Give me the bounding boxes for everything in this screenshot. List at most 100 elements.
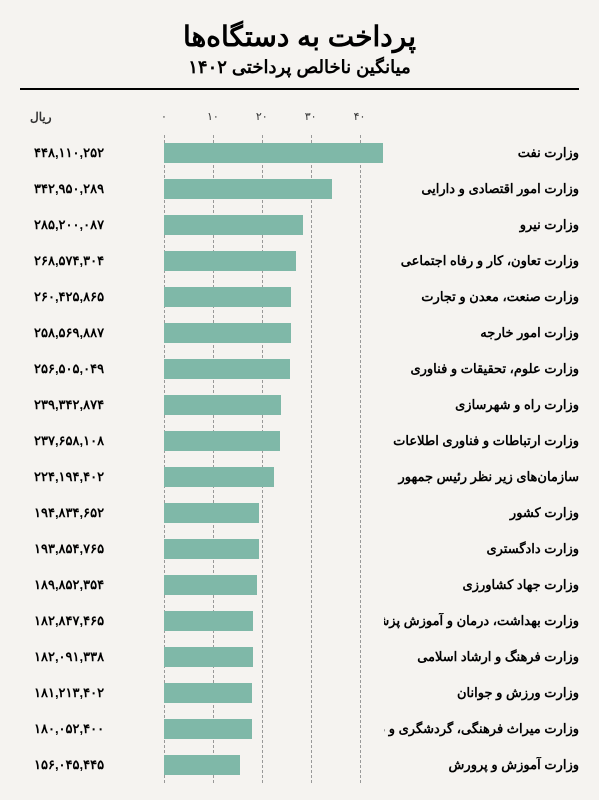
org-name: وزارت فرهنگ و ارشاد اسلامی [384,649,579,665]
org-name: وزارت جهاد کشاورزی [384,577,579,593]
value-label: ۱۸۰,۰۵۲,۴۰۰ [34,721,164,737]
bar-container [164,279,384,315]
chart-title: پرداخت به دستگاه‌ها [20,20,579,53]
org-name: وزارت ارتباطات و فناوری اطلاعات [384,433,579,449]
bar-container [164,747,384,783]
bar-container [164,351,384,387]
org-name: وزارت امور اقتصادی و دارایی [384,181,579,197]
org-name: وزارت نفت [384,145,579,161]
axis-tick-label: ۲۰ [256,110,268,123]
chart-row: وزارت راه و شهرسازی ۲۳۹,۳۴۲,۸۷۴ [20,387,579,423]
bar-container [164,135,384,171]
bar [164,647,253,667]
org-name: وزارت دادگستری [384,541,579,557]
bar-container [164,675,384,711]
chart-row: وزارت آموزش و پرورش ۱۵۶,۰۴۵,۴۴۵ [20,747,579,783]
bar-container [164,171,384,207]
org-name: وزارت میراث فرهنگی، گردشگری و صنایع دستی [384,721,579,737]
value-label: ۱۹۴,۸۳۴,۶۵۲ [34,505,164,521]
axis-labels: ۰ ۱۰ ۲۰ ۳۰ ۴۰ [164,110,384,130]
bar-container [164,315,384,351]
bar [164,683,252,703]
value-label: ۳۴۲,۹۵۰,۲۸۹ [34,181,164,197]
bar [164,395,281,415]
org-name: وزارت علوم، تحقیقات و فناوری [384,361,579,377]
chart-row: سازمان‌های زیر نظر رئیس جمهور ۲۲۴,۱۹۴,۴۰۲ [20,459,579,495]
bar [164,575,257,595]
chart-row: وزارت کشور ۱۹۴,۸۳۴,۶۵۲ [20,495,579,531]
bar [164,719,252,739]
org-name: وزارت راه و شهرسازی [384,397,579,413]
bar [164,179,332,199]
org-name: وزارت ورزش و جوانان [384,685,579,701]
axis-tick-label: ۰ [161,110,167,123]
bar [164,251,296,271]
bar [164,467,274,487]
axis-tick-label: ۱۰ [207,110,219,123]
bar-container [164,567,384,603]
bar [164,323,291,343]
value-label: ۱۹۳,۸۵۴,۷۶۵ [34,541,164,557]
bar-container [164,603,384,639]
bar [164,611,253,631]
value-label: ۲۳۷,۶۵۸,۱۰۸ [34,433,164,449]
org-name: وزارت تعاون، کار و رفاه اجتماعی [384,253,579,269]
org-name: وزارت آموزش و پرورش [384,757,579,773]
axis-tick-label: ۴۰ [354,110,366,123]
value-label: ۱۸۹,۸۵۲,۳۵۴ [34,577,164,593]
value-label: ۱۸۲,۰۹۱,۳۳۸ [34,649,164,665]
value-label: ۲۶۸,۵۷۴,۳۰۴ [34,253,164,269]
value-label: ۲۲۴,۱۹۴,۴۰۲ [34,469,164,485]
chart-row: وزارت فرهنگ و ارشاد اسلامی ۱۸۲,۰۹۱,۳۳۸ [20,639,579,675]
bar-container [164,423,384,459]
org-name: سازمان‌های زیر نظر رئیس جمهور [384,469,579,485]
chart-row: وزارت ارتباطات و فناوری اطلاعات ۲۳۷,۶۵۸,۱… [20,423,579,459]
bar [164,431,280,451]
bar-container [164,495,384,531]
chart-row: وزارت امور خارجه ۲۵۸,۵۶۹,۸۸۷ [20,315,579,351]
chart-row: وزارت نفت ۴۴۸,۱۱۰,۲۵۲ [20,135,579,171]
chart-row: وزارت بهداشت، درمان و آموزش پزشکی۱۸۲,۸۴۷… [20,603,579,639]
chart-row: وزارت جهاد کشاورزی ۱۸۹,۸۵۲,۳۵۴ [20,567,579,603]
bar [164,503,259,523]
bar [164,755,240,775]
chart-row: وزارت میراث فرهنگی، گردشگری و صنایع دستی… [20,711,579,747]
value-label: ۱۵۶,۰۴۵,۴۴۵ [34,757,164,773]
value-label: ۲۵۸,۵۶۹,۸۸۷ [34,325,164,341]
chart-rows: وزارت نفت ۴۴۸,۱۱۰,۲۵۲ وزارت امور اقتصادی و… [20,135,579,783]
value-label: ۲۸۵,۲۰۰,۰۸۷ [34,217,164,233]
org-name: وزارت صنعت، معدن و تجارت [384,289,579,305]
chart-row: وزارت امور اقتصادی و دارایی ۳۴۲,۹۵۰,۲۸۹ [20,171,579,207]
bar-container [164,243,384,279]
bar-container [164,711,384,747]
chart-row: وزارت ورزش و جوانان ۱۸۱,۲۱۳,۴۰۲ [20,675,579,711]
chart-row: وزارت تعاون، کار و رفاه اجتماعی ۲۶۸,۵۷۴,۳… [20,243,579,279]
bar-container [164,531,384,567]
value-label: ۲۵۶,۵۰۵,۰۴۹ [34,361,164,377]
bar-container [164,639,384,675]
axis-tick-label: ۳۰ [305,110,317,123]
value-label: ۲۳۹,۳۴۲,۸۷۴ [34,397,164,413]
bar-container [164,207,384,243]
chart-row: وزارت علوم، تحقیقات و فناوری ۲۵۶,۵۰۵,۰۴۹ [20,351,579,387]
value-label: ۲۶۰,۴۲۵,۸۶۵ [34,289,164,305]
chart-area: ریال ۰۱۰۲۰۳۰۴۰ وزارت نفت۴۴۸,۱۱۰,۲۵۲وزارت… [20,110,579,783]
value-label: ۱۸۱,۲۱۳,۴۰۲ [34,685,164,701]
bar-container [164,459,384,495]
bar [164,287,291,307]
bar [164,143,383,163]
org-name: وزارت کشور [384,505,579,521]
bar [164,539,259,559]
value-label: ۴۴۸,۱۱۰,۲۵۲ [34,145,164,161]
chart-row: وزارت نیرو ۲۸۵,۲۰۰,۰۸۷ [20,207,579,243]
bar-container [164,387,384,423]
chart-subtitle: میانگین ناخالص پرداختی ۱۴۰۲ [20,57,579,78]
bar [164,359,290,379]
org-name: وزارت نیرو [384,217,579,233]
bar [164,215,303,235]
value-label: ۱۸۲,۸۴۷,۴۶۵ [34,613,164,629]
chart-row: وزارت صنعت، معدن و تجارت ۲۶۰,۴۲۵,۸۶۵ [20,279,579,315]
chart-row: وزارت دادگستری ۱۹۳,۸۵۴,۷۶۵ [20,531,579,567]
org-name: وزارت امور خارجه [384,325,579,341]
chart-header: پرداخت به دستگاه‌ها میانگین ناخالص پرداخ… [20,20,579,90]
